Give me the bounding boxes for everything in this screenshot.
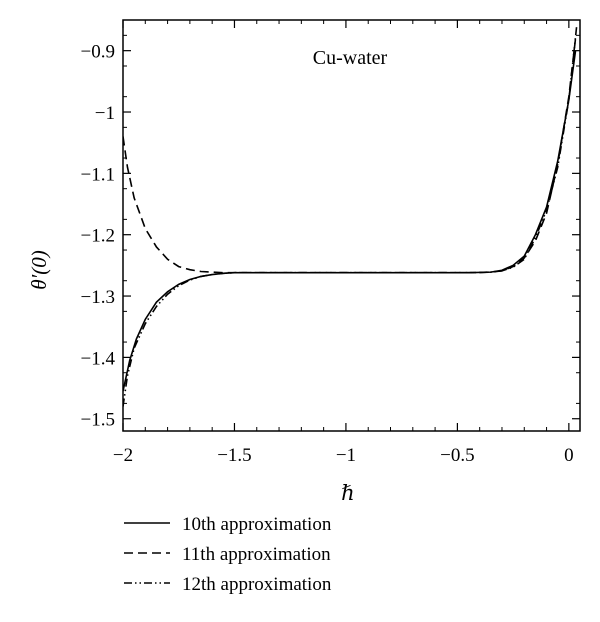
annotation-label: Cu-water xyxy=(313,47,388,69)
y-tick-label: −1.1 xyxy=(81,164,115,185)
y-tick-label: −1.5 xyxy=(81,410,115,431)
y-tick-label: −1 xyxy=(95,103,115,124)
y-tick-label: −1.2 xyxy=(81,226,115,247)
x-tick-label: −1.5 xyxy=(217,445,251,466)
x-tick-label: −2 xyxy=(113,445,133,466)
series-line-2 xyxy=(123,38,577,274)
x-tick-label: −0.5 xyxy=(440,445,474,466)
y-tick-label: −1.4 xyxy=(81,348,116,369)
x-axis-title: ℏ xyxy=(341,481,355,505)
plot-area xyxy=(123,26,578,407)
y-axis-ticks: −0.9 −1 −1.1 −1.2 −1.3 −1.4 −1.5 xyxy=(81,34,580,431)
y-axis-title: θ′(0) xyxy=(27,250,51,289)
y-tick-label: −1.3 xyxy=(81,287,115,308)
x-tick-label: −1 xyxy=(336,445,356,466)
x-axis-ticks: −2 −1.5 −1 −0.5 0 xyxy=(113,20,574,466)
legend-label-1: 10th approximation xyxy=(182,514,332,535)
legend-label-2: 11th approximation xyxy=(182,544,331,565)
x-tick-label: 0 xyxy=(564,445,574,466)
legend: 10th approximation 11th approximation 12th… xyxy=(124,514,332,595)
legend-label-3: 12th approximation xyxy=(182,574,332,595)
plot-frame xyxy=(122,19,581,432)
series-line-3 xyxy=(123,26,578,407)
series-line-1 xyxy=(123,50,577,392)
y-tick-label: −0.9 xyxy=(81,42,115,63)
axes xyxy=(122,19,581,432)
